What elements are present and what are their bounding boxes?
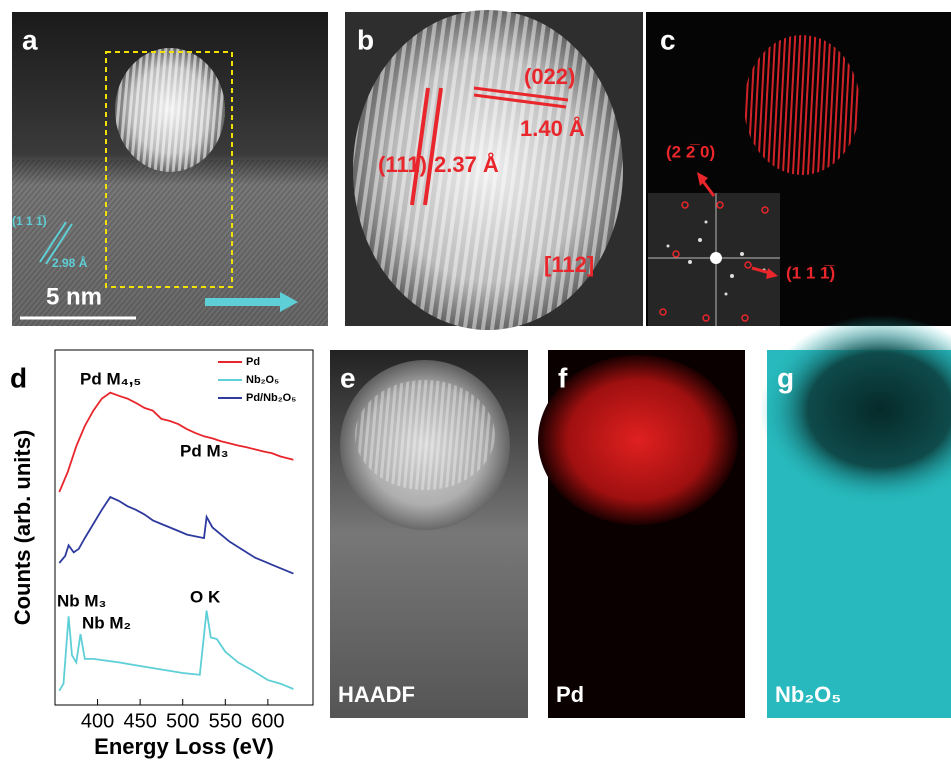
spacing-label: 2.37 Å [434,151,499,177]
panel-label: e [340,362,356,393]
x-axis-label: Energy Loss (eV) [94,734,274,759]
spectrum [59,393,293,492]
panel-label: c [660,24,676,55]
caption: HAADF [338,682,415,707]
panel-label: f [558,362,568,393]
legend-label: Pd/Nb₂O₅ [246,392,296,404]
panel-e: e HAADF [330,350,528,718]
fringes [115,48,225,172]
plane-label: (1 1 1̅) [12,214,47,228]
scale-label: 5 nm [46,283,102,310]
x-tick-label: 600 [251,710,284,732]
plane-label: (111) [378,152,427,177]
fft-center [710,252,722,264]
figure: (1 1 1̅) 2.98 Å 5 nm a (111) 2.37 Å (022… [0,0,951,764]
x-tick-label: 550 [209,710,242,732]
panel-a: (1 1 1̅) 2.98 Å 5 nm a [12,12,328,326]
panel-label: d [10,362,27,393]
x-tick-label: 500 [166,710,199,732]
annotation: O K [190,587,221,606]
annotation: Pd M₃ [180,441,228,460]
legend-label: Pd [246,356,260,368]
panel-g: g Nb₂O₅ [760,315,951,718]
spot-label: (1 1 1̅) [786,263,835,282]
spot-label: (2 2̅ 0) [666,142,715,161]
panel-c: (2 2̅ 0) (1 1 1̅) c [646,12,951,326]
filtered-particle [744,35,860,175]
annotation: Pd M₄,₅ [80,369,141,388]
legend-label: Nb₂O₅ [246,374,279,386]
x-tick-label: 450 [123,710,156,732]
annotation: Nb M₂ [82,613,131,632]
x-tick-label: 400 [81,710,114,732]
panel-f: f Pd [538,350,745,718]
fringes [355,380,495,490]
y-axis-label: Counts (arb. units) [10,430,35,626]
annotation: Nb M₃ [57,591,106,610]
caption: Pd [556,682,584,707]
spacing-label: 2.98 Å [52,255,88,270]
caption: Nb₂O₅ [775,682,841,707]
panel-label: g [777,362,794,393]
panel-label: a [22,24,38,55]
pd-map [538,355,738,525]
plane-label: (022) [524,64,575,89]
zone-axis: [112] [544,252,594,277]
panel-b: (111) 2.37 Å (022) 1.40 Å [112] b [345,10,643,330]
spacing-label: 1.40 Å [520,115,585,141]
panel-label: b [357,24,374,55]
spectrum [59,497,293,574]
